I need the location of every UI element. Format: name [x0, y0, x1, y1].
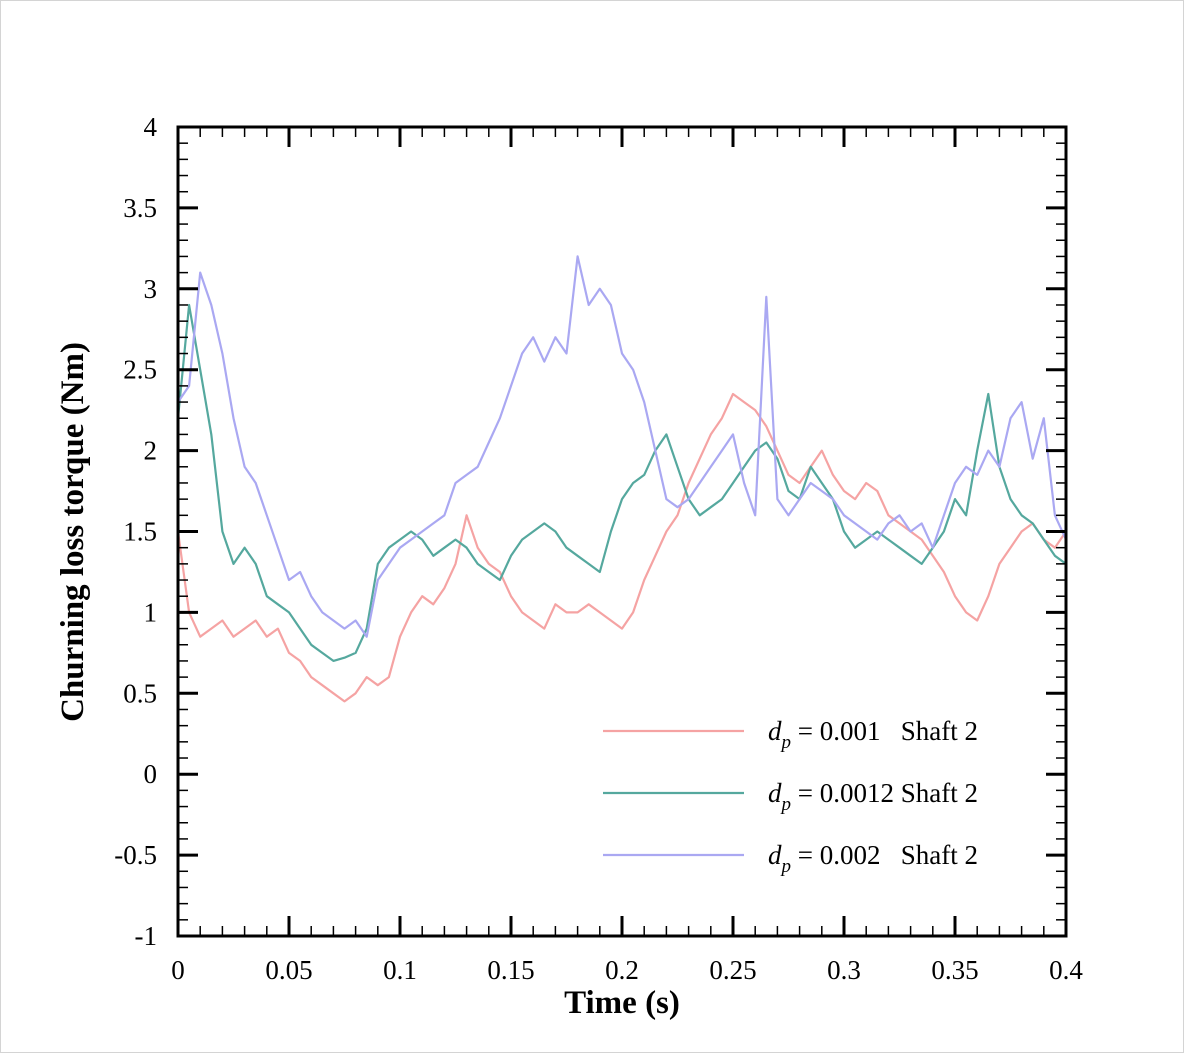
x-tick-label: 0.05: [265, 955, 312, 985]
y-tick-label: 3.5: [123, 193, 157, 223]
y-tick-label: 2: [144, 436, 158, 466]
y-tick-labels: -1 -0.5 0 0.5 1 1.5 2 2.5 3 3.5 4: [114, 112, 157, 951]
legend: dp = 0.001 Shaft 2 dp = 0.0012 Shaft 2 dp …: [603, 716, 978, 877]
x-tick-label: 0: [171, 955, 185, 985]
x-tick-label: 0.35: [931, 955, 978, 985]
legend-label-3: dp = 0.002 Shaft 2: [768, 840, 978, 877]
legend-label-2: dp = 0.0012 Shaft 2: [768, 778, 978, 815]
x-tick-label: 0.4: [1049, 955, 1083, 985]
x-tick-labels: 0 0.05 0.1 0.15 0.2 0.25 0.3 0.35 0.4: [171, 955, 1083, 985]
series-line-1: [176, 392, 1067, 703]
x-tick-label: 0.1: [383, 955, 417, 985]
y-tick-label: 0: [144, 759, 158, 789]
y-tick-label: 1: [144, 597, 158, 627]
plot-frame: [176, 125, 1068, 938]
x-tick-label: 0.2: [605, 955, 639, 985]
x-axis-label: Time (s): [564, 985, 680, 1021]
series-line-3: [177, 255, 1068, 638]
series-line-2: [176, 303, 1067, 663]
y-tick-label: -1: [135, 921, 158, 951]
series-layer: [176, 255, 1068, 703]
x-tick-label: 0.25: [709, 955, 756, 985]
y-axis-label: Churning loss torque (Nm): [55, 342, 91, 722]
legend-label-1: dp = 0.001 Shaft 2: [768, 716, 978, 753]
y-tick-label: 2.5: [123, 355, 157, 385]
y-tick-label: -0.5: [114, 840, 157, 870]
y-tick-label: 3: [144, 274, 158, 304]
y-tick-label: 1.5: [123, 517, 157, 547]
y-tick-label: 0.5: [123, 678, 157, 708]
x-tick-label: 0.15: [487, 955, 534, 985]
y-tick-label: 4: [144, 112, 158, 142]
x-tick-label: 0.3: [827, 955, 861, 985]
minor-ticks: [178, 127, 1066, 936]
